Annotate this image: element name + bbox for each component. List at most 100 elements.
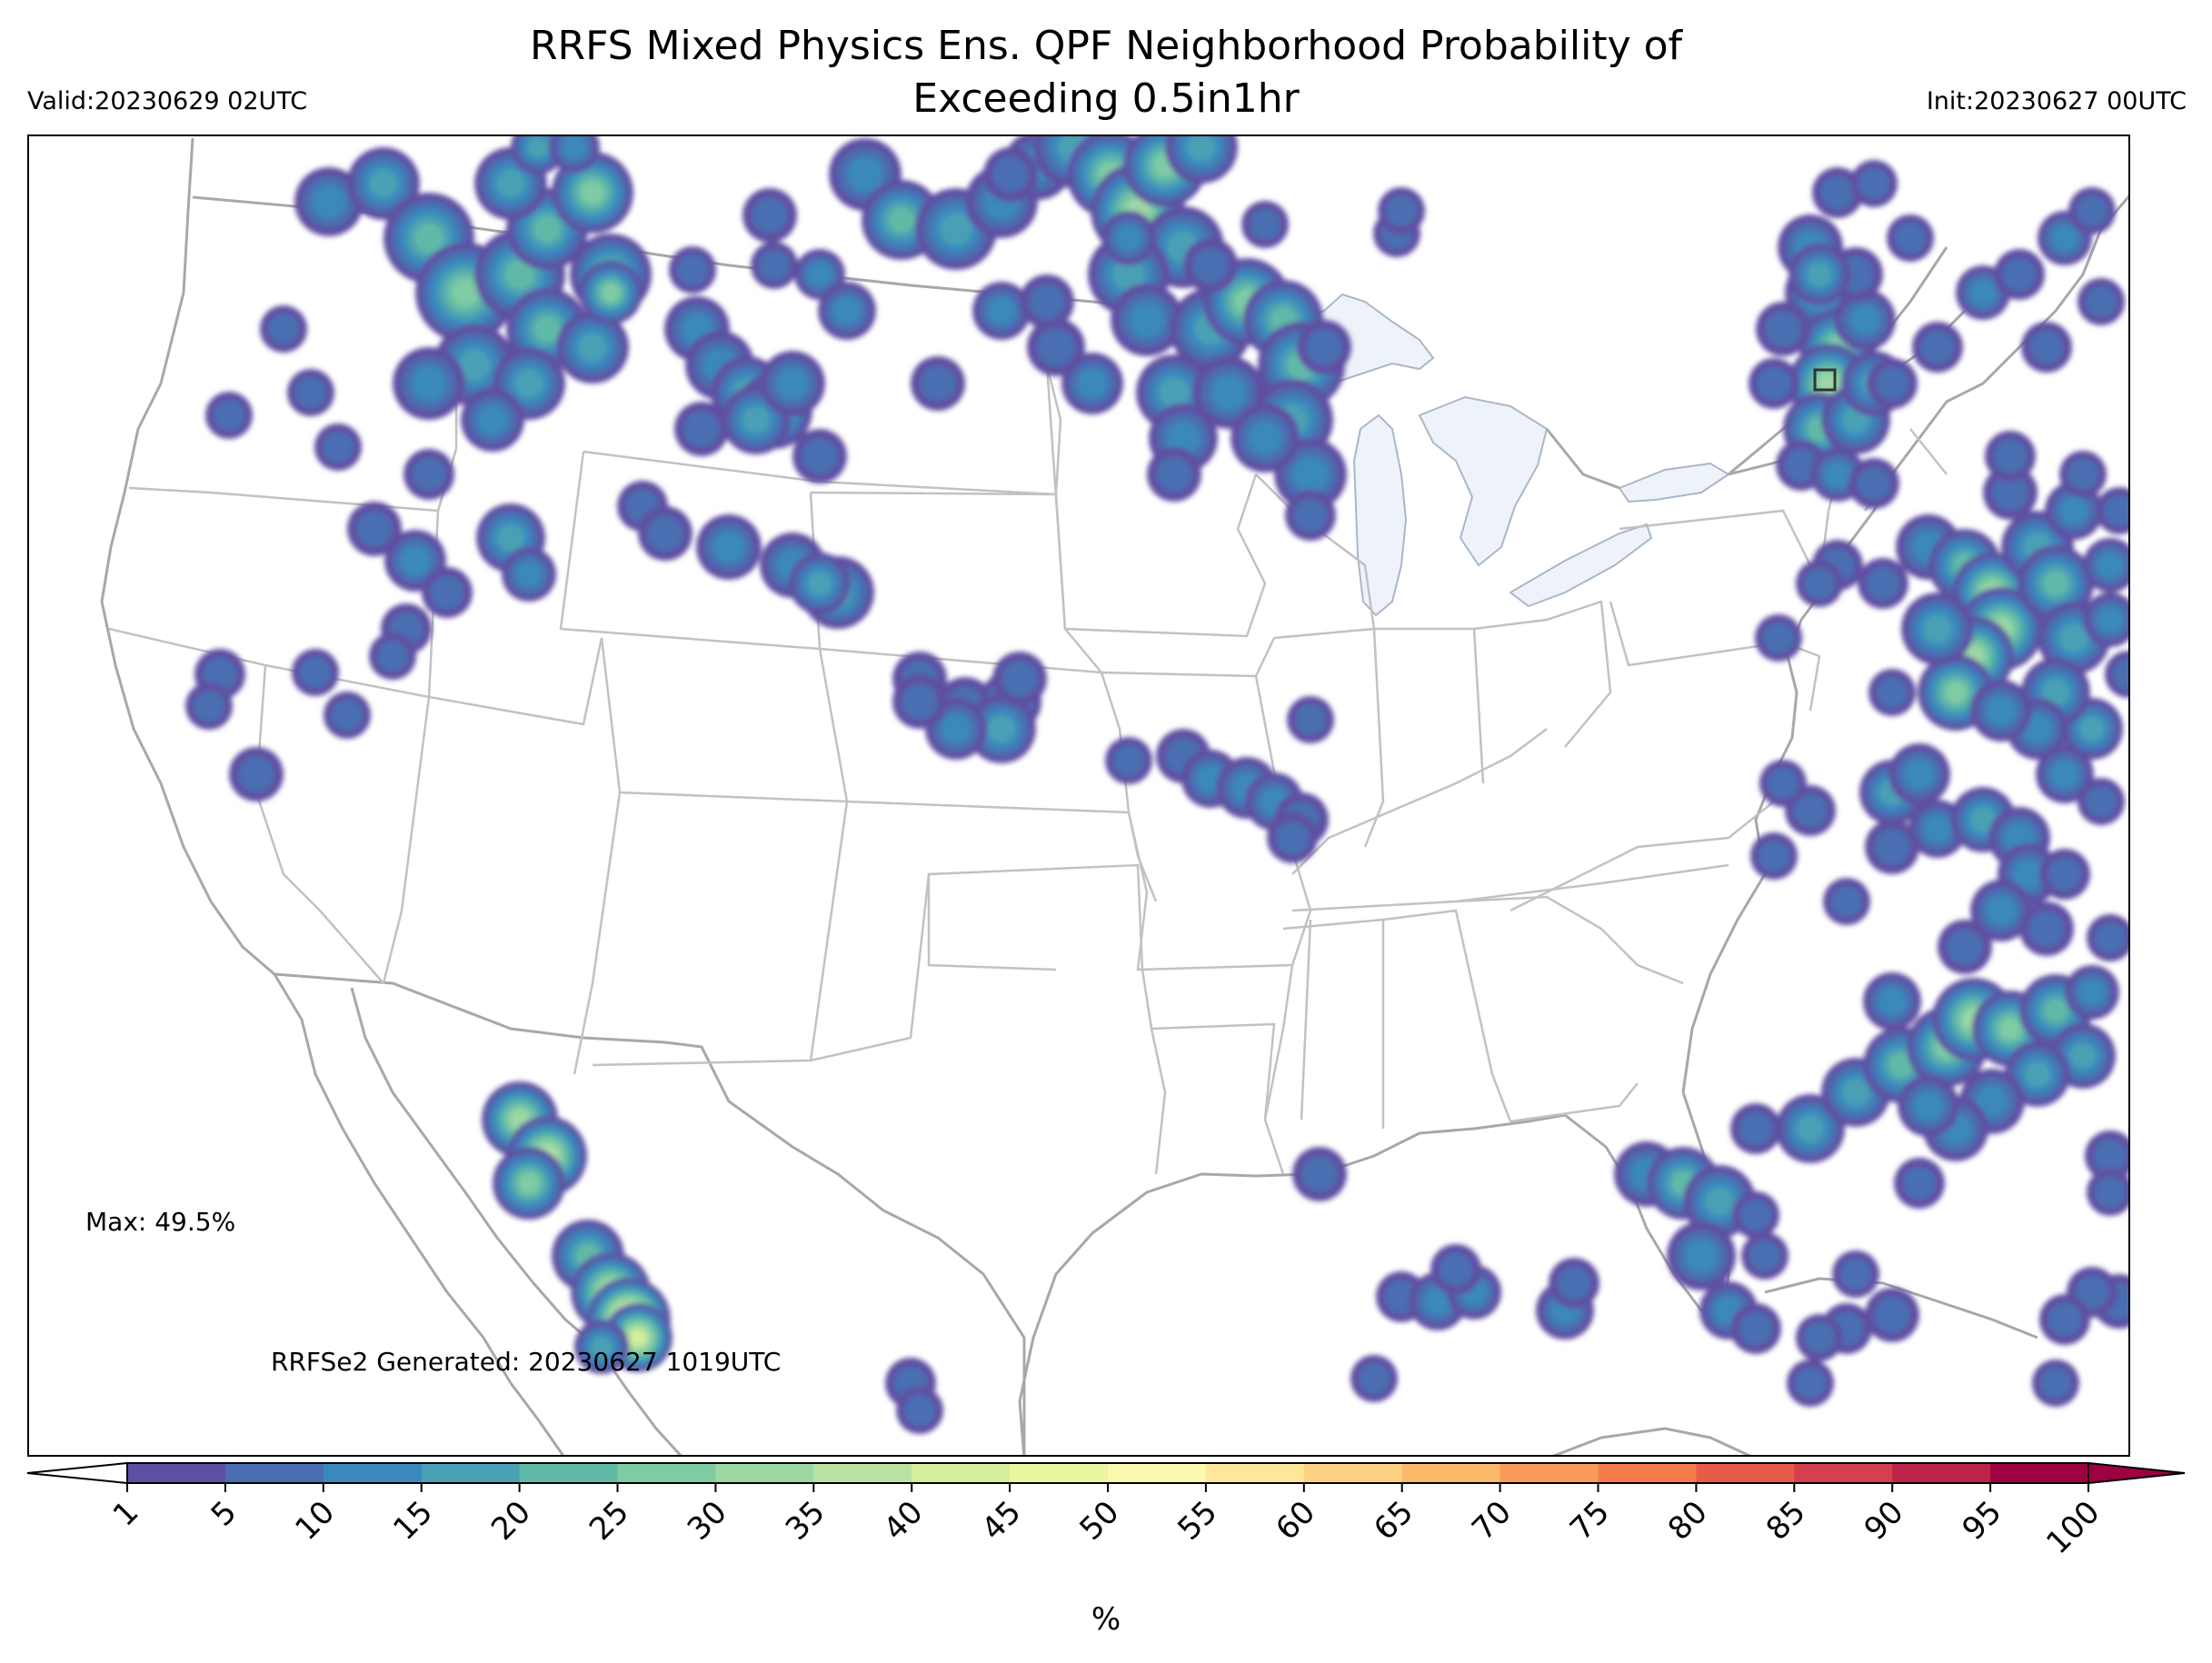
- yucatan-coast: [1552, 1427, 1751, 1455]
- probability-contour: [2112, 658, 2128, 691]
- probability-cell: [1147, 447, 1201, 502]
- four-corners: [573, 792, 849, 1075]
- baja-peninsula: [273, 973, 565, 1455]
- probability-contour: [578, 333, 607, 362]
- probability-cell: [1789, 244, 1850, 305]
- probability-contour: [1784, 448, 1818, 483]
- probability-contour: [1275, 821, 1310, 855]
- probability-contour: [992, 156, 1029, 193]
- probability-cell: [2039, 1294, 2090, 1345]
- probability-contour: [2002, 257, 2037, 292]
- probability-contour: [2069, 1042, 2097, 1070]
- probability-contour: [299, 656, 332, 689]
- probability-contour: [1874, 829, 1910, 865]
- colorbar-segment: [1401, 1463, 1501, 1483]
- probability-contour: [213, 399, 245, 432]
- probability-contour: [2094, 921, 2127, 954]
- colorbar-segment: [813, 1463, 912, 1483]
- probability-cell: [1378, 187, 1425, 234]
- probability-cell: [1868, 669, 1916, 716]
- colorbar-under-triangle: [26, 1461, 128, 1485]
- probability-contour: [2041, 678, 2070, 707]
- probability-cell: [292, 649, 339, 696]
- probability-cell: [1865, 1288, 1919, 1342]
- probability-cell: [1970, 680, 2032, 742]
- probability-contour: [1765, 311, 1801, 347]
- probability-contour: [2078, 979, 2106, 1006]
- colorbar-tick-label: 5: [204, 1494, 244, 1534]
- probability-contour: [1557, 1266, 1591, 1300]
- probability-contour: [591, 1336, 613, 1358]
- probability-contour: [1902, 1166, 1937, 1200]
- probability-contour: [940, 213, 972, 245]
- probability-cell: [287, 369, 334, 416]
- probability-contour: [920, 365, 956, 402]
- ohio-pennsylvania: [1473, 600, 1612, 748]
- probability-contour: [2076, 194, 2108, 227]
- probability-contour: [238, 756, 274, 792]
- colorbar-tick-label: 70: [1465, 1494, 1519, 1548]
- probability-contour: [2094, 1176, 2127, 1209]
- oklahoma-texas: [810, 863, 1167, 1175]
- probability-cell: [1888, 743, 1950, 805]
- probability-contour: [412, 457, 446, 492]
- probability-contour: [1385, 194, 1418, 227]
- probability-contour: [1858, 167, 1890, 200]
- colorbar-tick-label: 100: [2039, 1494, 2107, 1561]
- probability-contour: [1923, 614, 1952, 643]
- probability-contour: [752, 197, 788, 234]
- probability-cell: [2065, 965, 2119, 1020]
- tennessee-kentucky: [1291, 863, 1729, 912]
- probability-cell: [1867, 358, 1918, 409]
- colorbar-tick-label: 35: [779, 1494, 832, 1548]
- probability-contour: [400, 545, 431, 576]
- probability-contour: [1894, 222, 1927, 254]
- probability-contour: [2075, 1275, 2109, 1309]
- lake-huron: [1418, 395, 1549, 567]
- probability-contour: [2097, 606, 2124, 633]
- probability-contour: [776, 367, 809, 400]
- colorbar-tick-label: 10: [288, 1494, 342, 1548]
- probability-cell: [1810, 447, 1865, 502]
- probability-contour: [832, 296, 862, 325]
- probability-contour: [1156, 456, 1192, 493]
- probability-contour: [533, 215, 561, 243]
- probability-cell: [1749, 358, 1799, 409]
- iowa: [1064, 628, 1276, 678]
- probability-contour: [322, 431, 354, 463]
- probability-contour: [1001, 661, 1038, 697]
- probability-contour: [1793, 793, 1828, 828]
- probability-contour: [1976, 1085, 2008, 1118]
- probability-cell: [1267, 812, 1318, 863]
- probability-cell: [1834, 289, 1896, 351]
- probability-contour: [941, 713, 971, 744]
- colorbar-segment: [617, 1463, 716, 1483]
- probability-cell: [2087, 914, 2128, 961]
- probability-cell: [1111, 284, 1183, 356]
- gulf-of-california: [350, 987, 598, 1349]
- probability-contour: [1129, 302, 1165, 338]
- probability-cell: [742, 188, 797, 243]
- probability-cell: [347, 502, 402, 556]
- probability-cell: [792, 429, 847, 483]
- colorbar-ticks: 1 5 10 15 20 25 30 35 40 45 50 55 60 65 70 75 80 85 90 95 10…: [106, 1483, 2107, 1561]
- probability-contour: [2059, 623, 2088, 652]
- probability-contour: [1986, 695, 2017, 726]
- probability-contour: [888, 206, 915, 234]
- probability-contour: [2043, 571, 2068, 596]
- probability-cell: [674, 402, 729, 456]
- probability-cell: [1970, 880, 2032, 941]
- probability-cell: [493, 347, 565, 420]
- probability-cell: [1787, 1359, 1834, 1407]
- title-line-1: RRFS Mixed Physics Ens. QPF Neighborhood…: [529, 23, 1683, 69]
- probability-cell: [1430, 1244, 1481, 1295]
- wisconsin-michigan: [1255, 473, 1376, 630]
- probability-cell: [1812, 167, 1863, 218]
- probability-cell: [751, 242, 798, 289]
- colorbar-tick-label: 20: [484, 1494, 538, 1548]
- map-panel: [27, 134, 2130, 1457]
- probability-contour: [1115, 224, 1142, 252]
- probability-contour: [376, 640, 409, 672]
- colorbar-tick-label: 60: [1269, 1494, 1322, 1548]
- probability-cell: [579, 261, 643, 324]
